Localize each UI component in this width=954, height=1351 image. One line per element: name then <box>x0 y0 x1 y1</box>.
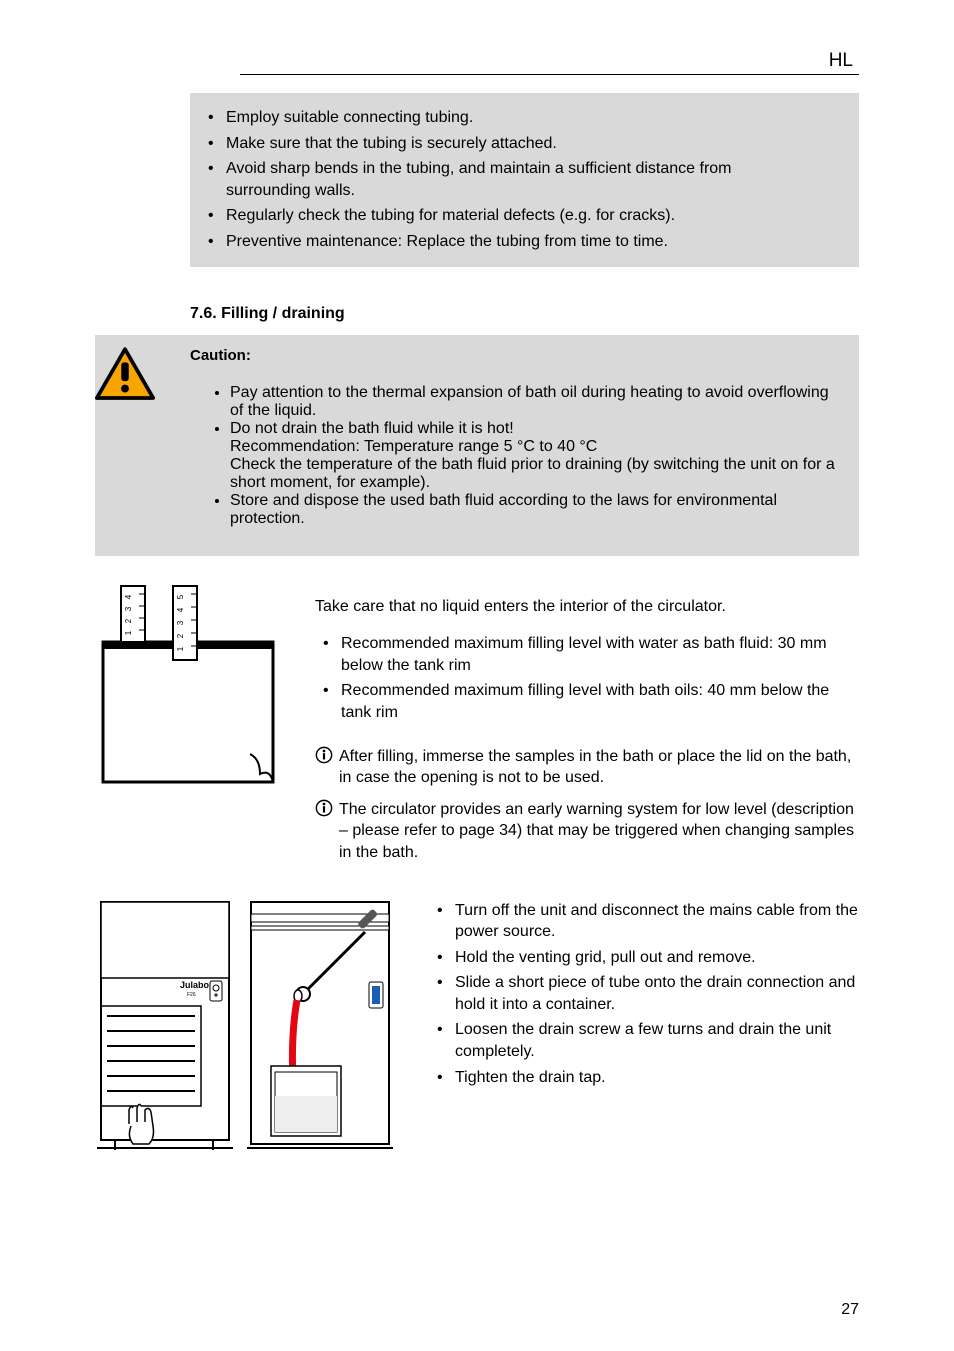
draining-diagrams: Julabo F26 <box>95 896 395 1156</box>
list-item: Recommended maximum filling level with b… <box>315 680 859 723</box>
caution-item-2-main: Do not drain the bath fluid while it is … <box>230 420 514 437</box>
info-text-1: After filling, immerse the samples in th… <box>339 746 859 789</box>
warning-icon <box>95 347 155 407</box>
page: HL Employ suitable connecting tubing. Ma… <box>0 0 954 1156</box>
header-label: HL <box>95 50 859 72</box>
list-item: Make sure that the tubing is securely at… <box>200 133 819 155</box>
list-item: Regularly check the tubing for material … <box>200 205 819 227</box>
list-item: Tighten the drain tap. <box>429 1067 859 1089</box>
list-item: Turn off the unit and disconnect the mai… <box>429 900 859 943</box>
svg-text:4: 4 <box>176 607 185 612</box>
svg-text:F26: F26 <box>187 992 196 998</box>
filling-intro: Take care that no liquid enters the inte… <box>315 596 859 618</box>
unit-front-diagram: Julabo F26 <box>95 896 235 1156</box>
list-item: Slide a short piece of tube onto the dra… <box>429 972 859 1015</box>
caution-box: Caution: Pay attention to the thermal ex… <box>95 335 859 556</box>
list-item: Preventive maintenance: Replace the tubi… <box>200 231 819 253</box>
list-item: Loosen the drain screw a few turns and d… <box>429 1019 859 1062</box>
caution-item-2-sub2: Check the temperature of the bath fluid … <box>230 456 835 491</box>
section-heading: 7.6. Filling / draining <box>190 305 859 323</box>
tubing-guidelines-box: Employ suitable connecting tubing. Make … <box>190 93 859 267</box>
filling-section: 4 3 2 1 5 4 3 2 1 Take care that no liqu… <box>95 584 859 874</box>
list-item: Do not drain the bath fluid while it is … <box>230 420 839 492</box>
info-icon <box>315 746 333 768</box>
svg-text:2: 2 <box>124 618 133 623</box>
svg-text:3: 3 <box>176 620 185 625</box>
svg-text:4: 4 <box>124 594 133 599</box>
filling-text: Take care that no liquid enters the inte… <box>315 584 859 874</box>
svg-text:3: 3 <box>124 606 133 611</box>
info-note-1: After filling, immerse the samples in th… <box>315 746 859 789</box>
list-item: Store and dispose the used bath fluid ac… <box>230 492 839 528</box>
caution-item-3: Store and dispose the used bath fluid ac… <box>230 492 777 527</box>
svg-text:2: 2 <box>176 633 185 638</box>
svg-text:1: 1 <box>176 646 185 651</box>
caution-item-1: Pay attention to the thermal expansion o… <box>230 384 829 419</box>
caution-item-2-sub1: Recommendation: Temperature range 5 °C t… <box>230 438 597 455</box>
tubing-list: Employ suitable connecting tubing. Make … <box>200 107 819 253</box>
list-item: Avoid sharp bends in the tubing, and mai… <box>200 158 819 201</box>
page-number: 27 <box>841 1301 859 1319</box>
svg-text:5: 5 <box>176 594 185 599</box>
drain-detail-diagram <box>245 896 395 1156</box>
draining-section: Julabo F26 <box>95 896 859 1156</box>
draining-list: Turn off the unit and disconnect the mai… <box>429 900 859 1089</box>
svg-text:1: 1 <box>124 630 133 635</box>
info-text-2: The circulator provides an early warning… <box>339 799 859 864</box>
header-rule <box>240 74 859 75</box>
list-item: Employ suitable connecting tubing. <box>200 107 819 129</box>
info-note-2: The circulator provides an early warning… <box>315 799 859 864</box>
tank-level-diagram: 4 3 2 1 5 4 3 2 1 <box>95 584 290 874</box>
draining-text: Turn off the unit and disconnect the mai… <box>395 896 859 1093</box>
filling-list: Recommended maximum filling level with w… <box>315 633 859 723</box>
list-item: Hold the venting grid, pull out and remo… <box>429 947 859 969</box>
svg-text:Julabo: Julabo <box>180 980 210 990</box>
info-icon <box>315 799 333 821</box>
caution-label: Caution: <box>190 347 251 364</box>
list-item: Recommended maximum filling level with w… <box>315 633 859 676</box>
list-item: Pay attention to the thermal expansion o… <box>230 384 839 420</box>
caution-list: Pay attention to the thermal expansion o… <box>190 384 839 528</box>
